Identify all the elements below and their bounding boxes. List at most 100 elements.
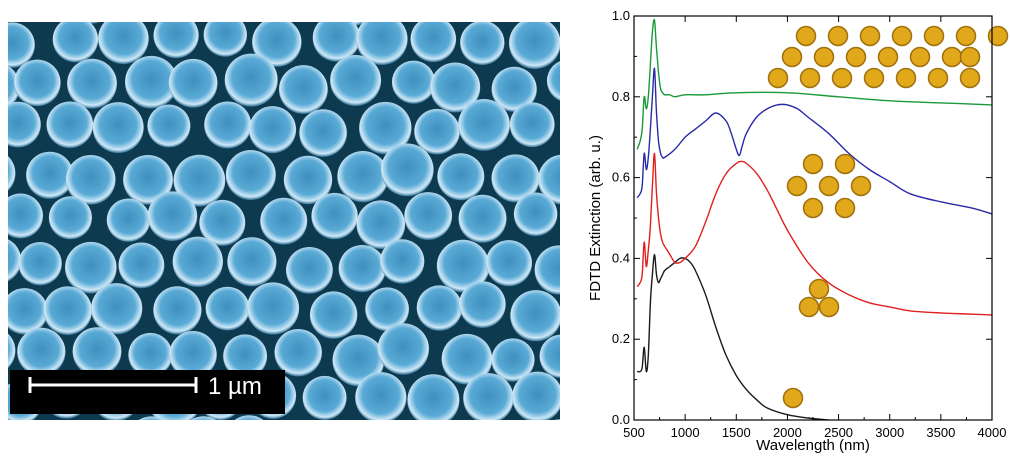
scale-bar-box — [10, 370, 285, 414]
nanoparticle — [8, 22, 35, 68]
inset-array-particle — [987, 25, 1009, 47]
nanoparticle — [546, 61, 560, 101]
nanoparticle — [91, 283, 143, 335]
nanoparticle — [485, 240, 532, 287]
nanoparticle — [46, 101, 94, 149]
nanoparticle — [14, 59, 61, 107]
nanoparticle — [491, 338, 535, 382]
nanoparticle — [299, 109, 347, 157]
nanoparticle — [173, 154, 226, 207]
nanoparticle — [18, 242, 62, 286]
inset-heptamer-particle — [818, 175, 840, 197]
series-layer — [636, 18, 993, 421]
nanoparticle — [309, 291, 358, 339]
nanoparticle — [380, 239, 425, 284]
nanoparticle — [365, 287, 409, 332]
inset-array-particle — [767, 67, 789, 89]
nanoparticle — [43, 286, 92, 336]
inset-trimer-particle — [818, 296, 840, 318]
nanoparticle — [356, 22, 408, 65]
series-line-2 — [636, 152, 993, 316]
x-tick-label: 2500 — [824, 425, 853, 440]
nanoparticle — [248, 106, 297, 154]
nanoparticle — [8, 333, 16, 369]
inset-array-particle — [941, 46, 963, 68]
inset-trimer-particle — [798, 296, 820, 318]
nanoparticle — [92, 102, 144, 154]
inset-array-particle — [909, 46, 931, 68]
nanoparticle — [302, 375, 347, 420]
nanoparticle — [65, 155, 116, 205]
nanoparticle — [205, 286, 250, 331]
nanoparticle — [8, 156, 16, 191]
nanoparticle — [391, 60, 436, 104]
nanoparticle — [223, 334, 268, 379]
x-tick-label: 3000 — [875, 425, 904, 440]
inset-heptamer-particle — [850, 175, 872, 197]
nanoparticle-layer — [8, 22, 560, 420]
inset-array-particle — [799, 67, 821, 89]
nanoparticle — [17, 327, 66, 376]
nanoparticle — [190, 416, 217, 420]
inset-array-particle — [959, 46, 981, 68]
nanoparticle — [332, 334, 385, 387]
nanoparticle — [463, 373, 514, 420]
nanoparticle — [65, 241, 117, 294]
nanoparticle — [234, 415, 264, 420]
nanoparticle — [203, 22, 247, 57]
inset-array-particle — [959, 67, 981, 89]
inset-array-particle — [859, 25, 881, 47]
nanoparticle — [246, 282, 300, 335]
inset-array-particle — [895, 67, 917, 89]
inset-trimer-particle — [808, 278, 830, 300]
nanoparticle — [513, 192, 558, 237]
nanoparticle — [554, 419, 560, 420]
sem-micrograph: 1 µm — [8, 22, 560, 420]
inset-array-particle — [923, 25, 945, 47]
nanoparticle — [8, 288, 48, 335]
inset-array-particle — [877, 46, 899, 68]
nanoparticle — [123, 155, 173, 205]
nanoparticle — [458, 194, 507, 243]
nanoparticle — [118, 242, 165, 289]
nanoparticle — [491, 66, 537, 112]
nanoparticle — [225, 150, 276, 200]
nanoparticle — [356, 200, 406, 249]
nanoparticle — [355, 372, 407, 420]
nanoparticle — [337, 151, 389, 203]
y-tick-label: 0.4 — [612, 250, 630, 265]
nanoparticle — [147, 104, 191, 148]
nanoparticle — [8, 101, 41, 148]
x-tick-label: 1500 — [722, 425, 751, 440]
nanoparticle — [26, 151, 74, 199]
nanoparticle — [312, 22, 361, 62]
nanoparticle — [153, 286, 202, 335]
x-tick-label: 3500 — [926, 425, 955, 440]
inset-array-particle — [831, 67, 853, 89]
inset-single-particle — [782, 387, 804, 409]
extinction-chart: 500 1000 1500 2000 2500 3000 3500 4000 0.0 0.2 0.… — [560, 0, 1010, 457]
nanoparticle — [283, 155, 333, 205]
x-tick-label: 500 — [623, 425, 645, 440]
nanoparticle — [380, 143, 434, 197]
nanoparticle — [509, 102, 555, 148]
scale-bar-label: 1 µm — [208, 373, 262, 400]
y-tick-label: 0.6 — [612, 170, 630, 185]
nanoparticle — [338, 245, 386, 293]
nanoparticle — [125, 55, 178, 109]
nanoparticle — [128, 332, 173, 377]
nanoparticle — [359, 101, 412, 155]
nanoparticle — [407, 374, 460, 420]
y-axis-ticks: 0.0 0.2 0.4 0.6 0.8 1.0 — [612, 8, 992, 427]
extinction-chart-svg: 500 1000 1500 2000 2500 3000 3500 4000 0.00.20.… — [587, 8, 1009, 454]
nanoparticle — [377, 323, 429, 375]
y-tick-label: 1.0 — [612, 8, 630, 23]
nanoparticle — [168, 58, 218, 108]
nanoparticle — [441, 333, 493, 385]
nanoparticle — [512, 371, 560, 420]
inset-array-particle — [795, 25, 817, 47]
series-line-3 — [636, 67, 993, 215]
x-tick-label: 2000 — [773, 425, 802, 440]
inset-heptamer-particle — [834, 153, 856, 175]
x-axis-ticks: 500 1000 1500 2000 2500 3000 3500 4000 — [623, 16, 1006, 440]
